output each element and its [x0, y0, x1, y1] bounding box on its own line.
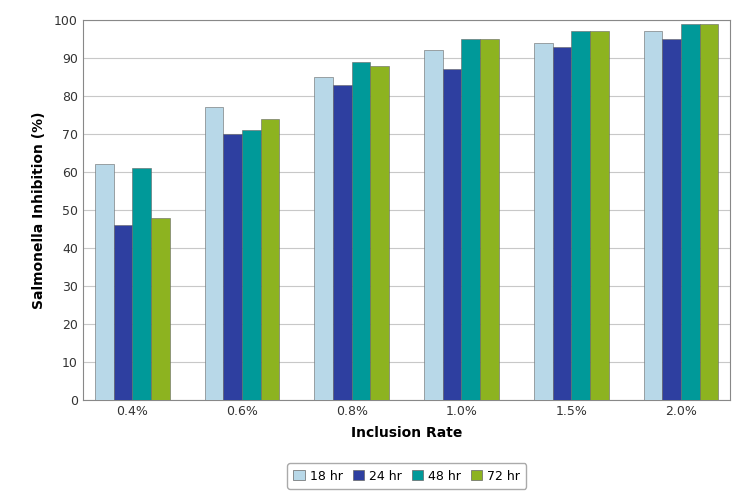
- Bar: [681, 24, 700, 400]
- Y-axis label: Salmonella Inhibition (%): Salmonella Inhibition (%): [32, 112, 46, 308]
- Bar: [224, 134, 242, 400]
- X-axis label: Inclusion Rate: Inclusion Rate: [351, 426, 462, 440]
- Bar: [95, 164, 114, 400]
- Bar: [205, 108, 224, 400]
- Bar: [352, 62, 370, 400]
- Bar: [333, 84, 352, 400]
- Bar: [315, 77, 333, 400]
- Bar: [133, 168, 151, 400]
- Bar: [370, 66, 389, 400]
- Bar: [462, 39, 480, 400]
- Bar: [700, 24, 718, 400]
- Bar: [553, 46, 572, 400]
- Bar: [424, 50, 443, 400]
- Bar: [242, 130, 261, 400]
- Bar: [114, 225, 133, 400]
- Legend: 18 hr, 24 hr, 48 hr, 72 hr: 18 hr, 24 hr, 48 hr, 72 hr: [287, 464, 526, 489]
- Bar: [663, 39, 681, 400]
- Bar: [572, 32, 590, 400]
- Bar: [443, 70, 462, 400]
- Bar: [151, 218, 169, 400]
- Bar: [534, 43, 553, 400]
- Bar: [480, 39, 498, 400]
- Bar: [644, 32, 663, 400]
- Bar: [261, 119, 279, 400]
- Bar: [590, 32, 608, 400]
